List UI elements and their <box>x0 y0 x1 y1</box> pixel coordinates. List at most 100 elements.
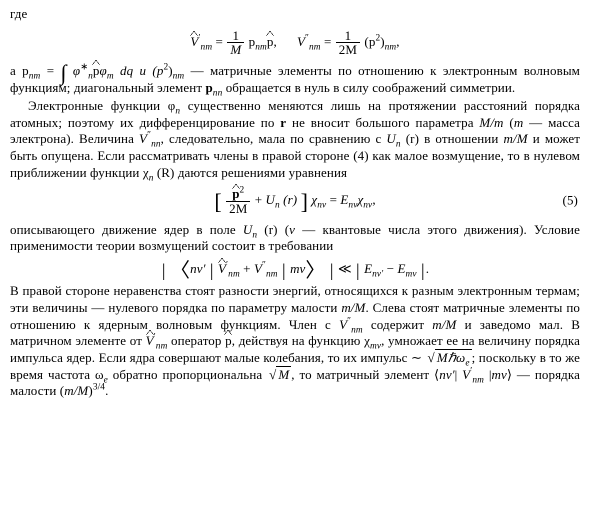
p1e: φ <box>100 63 107 78</box>
p2j: , следовательно, мала по сравнению с <box>161 131 387 146</box>
eq1-eq2: = <box>324 34 335 49</box>
para-4: В правой стороне неравенства стоят разно… <box>10 283 580 399</box>
p4p-rad: M <box>278 367 289 382</box>
equation-1: V′nm = 1 M pnmp, V″nm = 1 2M (p2)nm, <box>10 29 580 57</box>
eq1-V1: V <box>190 34 198 49</box>
p4u: | <box>484 367 492 382</box>
para-1: а pnm = ∫ φ∗npφm dq и (p2)nm — матричные… <box>10 63 580 96</box>
eq2-num-sup: 2 <box>240 186 245 196</box>
eq2-den: 2M <box>229 201 247 216</box>
p2i: V <box>139 131 147 146</box>
p2g: m <box>514 115 524 130</box>
eq3-E2sub: mv <box>406 269 417 279</box>
eq1-p2sub: nm <box>385 42 397 52</box>
p4j: p <box>225 333 232 348</box>
eq1-sub2: nm <box>309 42 321 52</box>
eq1-V2: V <box>297 34 305 49</box>
p3c: (r) ( <box>257 222 289 237</box>
p4o: обратно пропорциональна <box>108 367 267 382</box>
text-gde: где <box>10 6 27 21</box>
eq2-Uarg: (r) <box>280 192 297 207</box>
para-2: Электронные функции φn существенно меняю… <box>10 98 580 181</box>
eq3-dot: . <box>426 261 429 276</box>
p2e: M/m <box>479 115 503 130</box>
para-3: описывающего движение ядер в поле Un (r)… <box>10 222 580 255</box>
p4z: . <box>105 383 108 398</box>
p4x: m/M <box>64 383 88 398</box>
eq3-E1: E <box>364 261 372 276</box>
p2f: ( <box>504 115 514 130</box>
p1i-sub: nn <box>213 88 223 98</box>
sqrt-2: M <box>267 367 291 384</box>
p2l: (r) в отношении <box>401 131 504 146</box>
p4m-rad: Mℏω <box>437 350 466 365</box>
para-gde: где <box>10 6 580 23</box>
sqrt-1: Mℏωe <box>426 350 472 367</box>
equation-label-5: (5) <box>563 193 578 210</box>
p4f: m/M <box>432 317 456 332</box>
p4d: V <box>339 317 347 332</box>
eq1-frac2-num: 1 <box>336 29 360 44</box>
eq2-chisub: nv <box>317 201 326 211</box>
p2a: Электронные функции φ <box>28 98 175 113</box>
p4i: оператор <box>167 333 225 348</box>
p3b: U <box>243 222 253 237</box>
eq3-ll: ≪ <box>338 261 355 276</box>
eq1-comma: , <box>273 34 276 49</box>
eq1-sub1: nm <box>201 42 213 52</box>
p1a: а p <box>10 63 29 78</box>
eq3-E2: E <box>397 261 405 276</box>
equation-5: [ p2 2M + Un (r) ] χnv = Envχnv, (5) <box>10 187 580 215</box>
p4t: V <box>462 367 470 382</box>
p2m: m/M <box>504 131 528 146</box>
eq3-V1: V <box>218 261 226 276</box>
eq2-frac: p2 2M <box>226 187 250 215</box>
p4q: , то матричный элемент ⟨ <box>291 367 439 382</box>
eq3-nv1: nv′ <box>190 261 205 276</box>
eq2-plus: + <box>255 192 266 207</box>
eq2-comma: , <box>372 192 375 207</box>
eq1-eq1: = <box>216 34 227 49</box>
p1f: dq и (p <box>114 63 164 78</box>
eq3-E1sub: nv′ <box>372 269 383 279</box>
eq3-mv: mv <box>290 261 305 276</box>
eq3-minus: − <box>387 261 398 276</box>
p1j: обращается в нуль в силу соображений сим… <box>222 80 515 95</box>
eq1-frac1: 1 M <box>227 29 244 57</box>
eq1-p: p <box>267 34 274 49</box>
p4e: содержит <box>363 317 433 332</box>
eq1-pnm-sub: nm <box>255 42 267 52</box>
p1c-sup: ∗ <box>80 63 88 73</box>
eq1-sp <box>280 34 293 49</box>
p2k: U <box>386 131 396 146</box>
eq1-frac1-den: M <box>230 42 241 57</box>
equation-3: | 〈nv′ | V′nm + V″nm | mv〉 | ≪ | Env′ − … <box>10 261 580 278</box>
eq1-comma2: , <box>396 34 399 49</box>
p2o: (R) даются решениями уравнения <box>154 165 348 180</box>
eq1-frac2-den: 2M <box>339 42 357 57</box>
p4m-sub: e <box>465 359 469 369</box>
eq3-plus: + <box>243 261 254 276</box>
eq3-V1sub: nm <box>228 269 240 279</box>
p1c: φ <box>67 63 81 78</box>
p4h: V <box>146 333 154 348</box>
eq2-chi2sub: nv <box>363 201 372 211</box>
eq1-p2a: (p <box>364 34 375 49</box>
p1i: p <box>205 80 212 95</box>
eq1-frac1-num: 1 <box>227 29 244 44</box>
p2d: не вносит большого параметра <box>286 115 479 130</box>
p4k: , действуя на функцию χ <box>232 333 370 348</box>
eq2-U: U <box>266 192 276 207</box>
eq2-eq: = <box>330 192 341 207</box>
eq3-V2: V <box>254 261 262 276</box>
p4v: mv <box>492 367 507 382</box>
p1d: p <box>93 63 100 78</box>
eq3-V2sub: nm <box>266 269 278 279</box>
p4b: m/M <box>341 300 365 315</box>
eq2-num-p: p <box>232 186 239 201</box>
eq1-frac2: 1 2M <box>336 29 360 57</box>
p4t-sub: nm <box>472 375 484 385</box>
p1b: = <box>40 63 60 78</box>
p4r: nv′ <box>439 367 454 382</box>
p3a: описывающего движение ядер в поле <box>10 222 243 237</box>
